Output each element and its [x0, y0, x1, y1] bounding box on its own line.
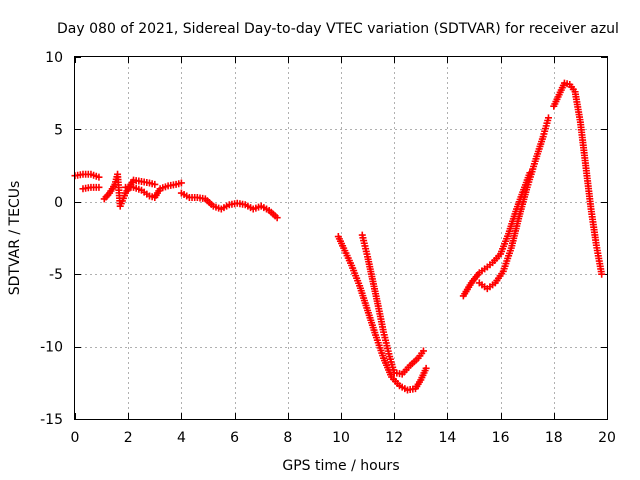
series-arc-2	[79, 183, 103, 193]
data-point	[95, 183, 103, 191]
x-tick-label: 16	[492, 430, 510, 446]
y-tick-label: -15	[40, 412, 63, 428]
data-point	[273, 214, 281, 222]
series-arc-4	[122, 179, 185, 201]
chart-title: Day 080 of 2021, Sidereal Day-to-day VTE…	[57, 21, 619, 37]
grid-lines	[75, 57, 607, 419]
series-arc-7	[358, 231, 427, 378]
y-tick-label: -5	[49, 267, 63, 283]
series-arc-9	[475, 114, 552, 293]
series-arc-10	[550, 79, 606, 278]
x-tick-label: 6	[230, 430, 239, 446]
series-arc-5	[177, 189, 281, 222]
data-point	[598, 270, 606, 278]
y-tick-label: -10	[40, 340, 63, 356]
x-tick-label: 20	[598, 430, 616, 446]
data-point	[422, 364, 430, 372]
data-point	[544, 114, 552, 122]
x-tick-label: 8	[283, 430, 292, 446]
y-axis-title: SDTVAR / TECUs	[7, 181, 23, 296]
series-arc-1	[71, 170, 103, 181]
x-tick-label: 10	[332, 430, 350, 446]
series-arc-6	[334, 233, 430, 394]
x-axis-title: GPS time / hours	[282, 458, 399, 474]
data-point	[151, 180, 159, 188]
plot-frame	[74, 56, 608, 420]
data-point	[95, 173, 103, 181]
y-tick-labels: -15 -10 -5 0 5 10	[40, 50, 63, 428]
x-tick-label: 4	[177, 430, 186, 446]
x-tick-label: 18	[545, 430, 563, 446]
x-tick-label: 2	[124, 430, 133, 446]
x-tick-label: 14	[438, 430, 456, 446]
data-point	[419, 347, 427, 355]
y-tick-label: 10	[45, 50, 63, 66]
x-tick-label: 12	[385, 430, 403, 446]
y-tick-label: 5	[54, 122, 63, 138]
series-arc-3	[100, 170, 159, 210]
x-tick-labels: 0 2 4 6 8 10 12 14 16 18 20	[71, 430, 616, 446]
data-point	[177, 179, 185, 187]
data-points	[71, 79, 606, 394]
x-tick-label: 0	[71, 430, 80, 446]
y-tick-label: 0	[54, 195, 63, 211]
